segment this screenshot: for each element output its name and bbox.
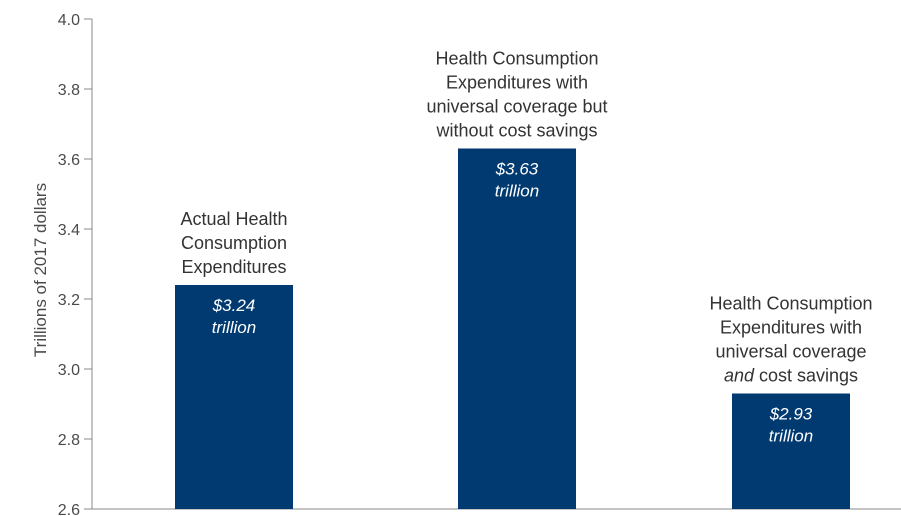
bar [175, 285, 293, 509]
data-labels: $3.24 trillion $3.63 trillion $2.93 trillion [212, 160, 813, 446]
y-tick-label: 3.8 [58, 82, 80, 99]
category-label: Health Consumption Expenditures with unive… [709, 294, 872, 386]
y-axis-title: Trillions of 2017 dollars [31, 183, 50, 357]
bar-data-label: $2.93 trillion [769, 405, 813, 446]
y-tick-label: 3.6 [58, 152, 80, 169]
category-labels: Actual Health Consumption Expenditures Heal… [180, 49, 872, 386]
category-label: Actual Health Consumption Expenditures [180, 209, 287, 277]
bar [732, 393, 850, 509]
bar-data-label: $3.24 trillion [212, 296, 256, 337]
y-tick-label: 2.6 [58, 502, 80, 516]
bars [175, 148, 850, 509]
y-tick-label: 4.0 [58, 12, 80, 29]
y-tick-label: 2.8 [58, 432, 80, 449]
y-tick-label: 3.0 [58, 362, 80, 379]
category-label: Health Consumption Expenditures with unive… [426, 49, 607, 141]
bar-data-label: $3.63 trillion [495, 160, 539, 201]
y-tick-label: 3.2 [58, 292, 80, 309]
bar [458, 148, 576, 509]
y-tick-label: 3.4 [58, 222, 80, 239]
